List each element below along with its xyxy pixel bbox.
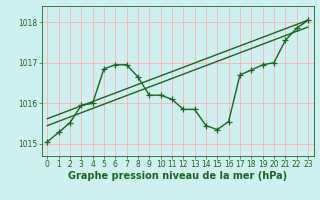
X-axis label: Graphe pression niveau de la mer (hPa): Graphe pression niveau de la mer (hPa) bbox=[68, 171, 287, 181]
